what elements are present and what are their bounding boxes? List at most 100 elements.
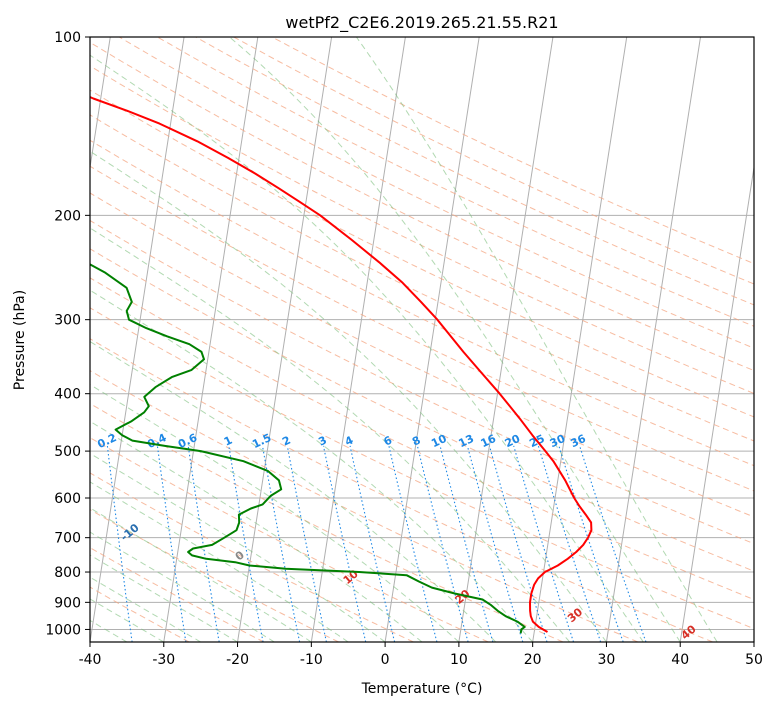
x-tick-label: 30 [598, 652, 616, 668]
dry-adiabat [233, 37, 754, 285]
moist-adiabat [90, 54, 644, 642]
x-tick-label: 20 [524, 652, 542, 668]
mixing-ratio-label: 30 [548, 432, 568, 450]
mixing-ratio-label: 0.2 [95, 431, 118, 451]
mixing-ratio-line [579, 445, 647, 642]
mixing-ratio-line [537, 445, 602, 642]
mixing-ratio-line [558, 445, 624, 642]
x-tick-label: 0 [381, 652, 390, 668]
dry-adiabat [90, 472, 414, 642]
isotherm [384, 37, 480, 642]
dewpoint-profile-line [90, 263, 526, 634]
isotherm [753, 638, 754, 642]
moist-adiabat [90, 420, 423, 642]
mixing-ratio-label: 20 [503, 432, 523, 450]
x-tick-label: -20 [226, 652, 249, 668]
x-tick-label: 40 [671, 652, 689, 668]
moist-adiabat [90, 531, 275, 642]
dry-adiabat [90, 192, 754, 518]
mixing-ratio-label: 16 [479, 432, 499, 450]
dry-adiabat [90, 509, 339, 642]
temperature-profile-line [90, 95, 593, 633]
mixing-ratio-label: 8 [410, 434, 422, 449]
y-tick-label: 400 [54, 387, 81, 403]
y-tick-label: 500 [54, 444, 81, 460]
y-tick-label: 700 [54, 531, 81, 547]
mixing-ratio-line [488, 445, 548, 642]
y-tick-label: 300 [54, 313, 81, 329]
y-axis-label: Pressure (hPa) [12, 290, 28, 390]
moist-adiabat [90, 598, 165, 642]
dry-adiabat-label: 10 [341, 567, 361, 587]
x-tick-label: 10 [450, 652, 468, 668]
dry-adiabat [118, 37, 754, 349]
isotherm [679, 164, 754, 642]
moist-adiabat [90, 452, 386, 642]
dry-adiabat [157, 37, 754, 327]
plot-frame [89, 36, 755, 643]
y-tick-label: 800 [54, 565, 81, 581]
isotherm [90, 37, 185, 642]
mixing-ratio-line [322, 445, 367, 642]
mixing-ratio-line [466, 445, 524, 642]
dry-adiabat-label: -20 [9, 495, 33, 518]
y-tick-label: 200 [54, 208, 81, 224]
chart-title: wetPf2_C2E6.2019.265.21.55.R21 [285, 13, 558, 33]
y-tick-label: 600 [54, 491, 81, 507]
moist-adiabat [90, 554, 238, 642]
isotherm [532, 37, 628, 642]
mixing-ratio-line [187, 445, 220, 642]
dry-adiabat [90, 307, 754, 630]
dry-adiabat-label: 30 [565, 605, 585, 625]
moist-adiabat [229, 37, 681, 642]
x-tick-label: -40 [79, 652, 102, 668]
moist-adiabat [90, 150, 607, 642]
y-tick-label: 900 [54, 595, 81, 611]
moist-adiabat [90, 340, 497, 642]
isotherm [458, 37, 554, 642]
moist-adiabat [90, 383, 460, 642]
dry-adiabat [90, 402, 564, 642]
dry-adiabat-label: 40 [679, 622, 699, 642]
mixing-ratio-line [388, 445, 438, 642]
y-tick-label: 1000 [45, 622, 81, 638]
dry-adiabat [90, 65, 754, 395]
dry-adiabat [90, 248, 754, 572]
mixing-ratio-label: 36 [568, 432, 588, 450]
isotherm [310, 37, 406, 642]
axis-ticks: -40 -30 -20 -10 0 10 20 30 40 5010009008007006005… [45, 30, 763, 668]
moist-adiabat [90, 227, 570, 642]
mixing-ratio-line [286, 445, 327, 642]
isotherm [237, 37, 333, 642]
x-tick-label: -10 [300, 652, 323, 668]
moist-adiabat [90, 289, 534, 642]
isotherm [605, 37, 701, 642]
dry-adiabat [90, 586, 190, 642]
mixing-ratio-label: 6 [382, 433, 395, 448]
mixing-ratio-label: 13 [457, 432, 476, 450]
mixing-ratio-line [513, 445, 575, 642]
moist-adiabat [90, 481, 349, 642]
dry-adiabat [90, 277, 754, 601]
dry-adiabat [90, 41, 754, 372]
dry-adiabat-label: 0 [233, 548, 247, 563]
mixing-ratio-line [439, 445, 494, 642]
mixing-ratio-label: 1 [222, 434, 234, 449]
mixing-ratio-line [261, 445, 301, 642]
dry-adiabat-label: -10 [118, 521, 142, 544]
dry-adiabat [90, 338, 713, 642]
dry-adiabat [90, 370, 638, 642]
y-tick-label: 100 [54, 30, 81, 46]
isotherm [163, 37, 259, 642]
mixing-ratio-line [156, 445, 187, 642]
plot-grid: -100-90-80-70-60-50-40-30-20-10010203040… [9, 37, 754, 642]
mixing-ratio-line [228, 445, 264, 642]
mixing-ratio-label: 0.4 [145, 431, 168, 451]
x-tick-label: 50 [745, 652, 763, 668]
dry-adiabat [90, 139, 754, 467]
dry-adiabat [90, 219, 754, 545]
dry-adiabat [195, 37, 754, 306]
dry-adiabat [90, 114, 754, 442]
mixing-ratio-line [349, 445, 396, 642]
